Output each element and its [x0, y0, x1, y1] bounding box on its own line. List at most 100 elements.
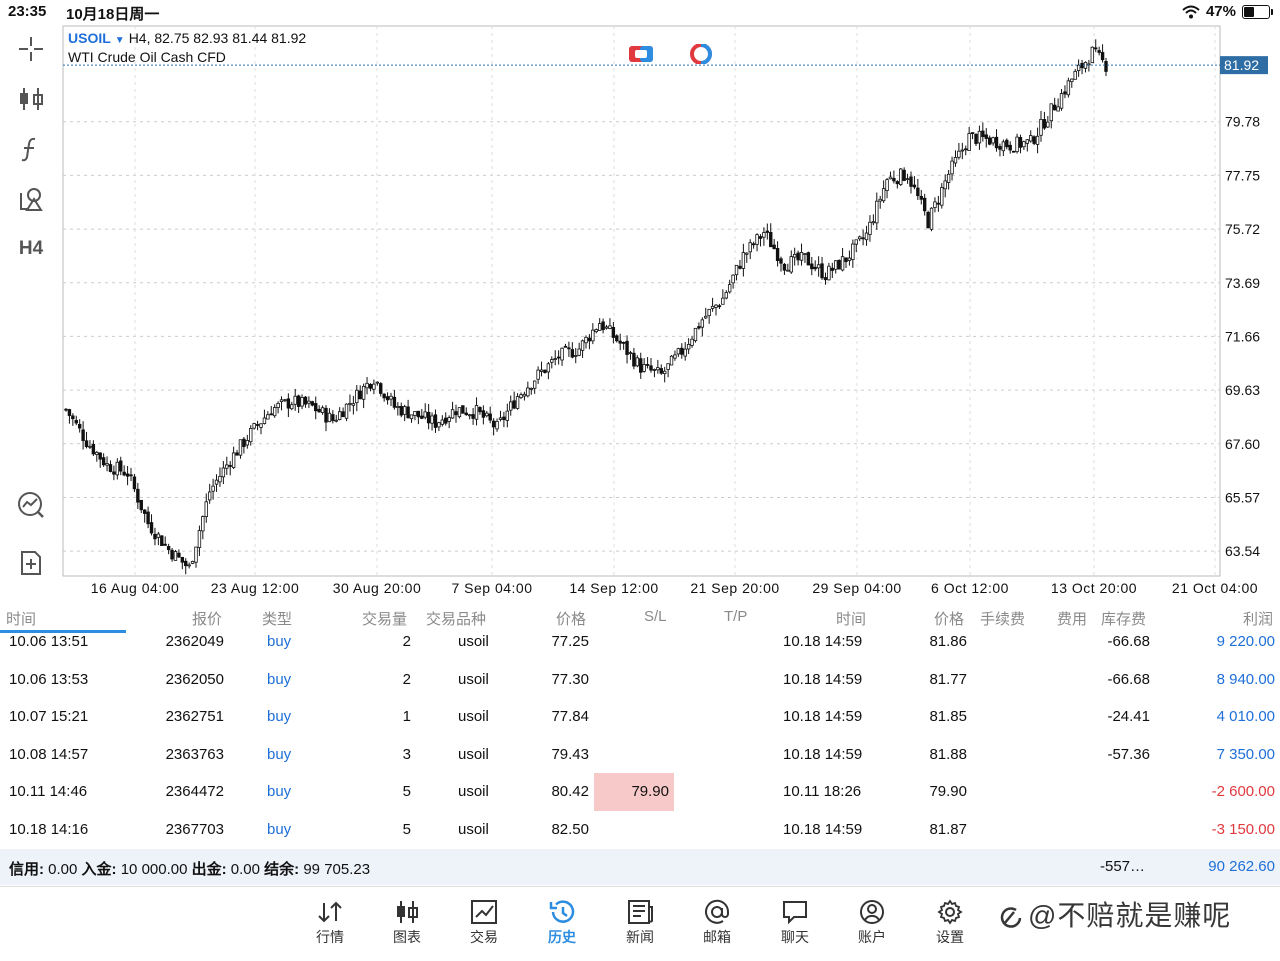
candle-body — [1097, 50, 1101, 53]
candle-body — [556, 356, 561, 359]
header-symbol[interactable]: 交易品种 — [426, 611, 487, 628]
candle-body — [700, 319, 705, 328]
header-time[interactable]: 时间 — [6, 611, 37, 628]
table-row[interactable]: 10.18 14:16 2367703 buy 5 usoil 82.50 10.18 14… — [0, 819, 1280, 857]
cell-close-price: 81.85 — [929, 708, 967, 725]
candle-body — [310, 401, 315, 406]
table-header: 时间 报价 类型 交易量 交易品种 价格 S/L T/P 时间 价格 手续费 费… — [0, 601, 1280, 633]
header-swap[interactable]: 库存费 — [1101, 611, 1147, 628]
header-close-time[interactable]: 时间 — [836, 611, 867, 628]
header-ticket[interactable]: 报价 — [192, 611, 223, 628]
candle-body — [868, 221, 872, 235]
tab-settings[interactable]: 设置 — [915, 897, 985, 947]
new-order-icon[interactable] — [14, 546, 48, 580]
x-tick-label: 29 Sep 04:00 — [812, 580, 901, 596]
price-chart[interactable]: 79.78 77.75 75.72 73.69 71.66 69.63 67.60 65.57… — [0, 24, 1280, 599]
depth-of-market-icon[interactable] — [688, 44, 714, 64]
tab-label: 账户 — [858, 929, 886, 945]
table-row[interactable]: 10.06 13:53 2362050 buy 2 usoil 77.30 10.18 14… — [0, 669, 1280, 707]
candle-body — [775, 247, 780, 262]
x-tick-label: 13 Oct 20:00 — [1051, 580, 1137, 596]
swap-total: -557… — [1100, 858, 1146, 875]
tab-quotes[interactable]: 行情 — [295, 897, 365, 947]
candle-body — [669, 355, 674, 366]
candle-body — [423, 411, 427, 418]
cell-time: 10.06 13:53 — [9, 670, 89, 688]
candle-body — [283, 399, 287, 402]
crosshair-icon[interactable] — [14, 32, 48, 66]
header-fee[interactable]: 费用 — [1057, 611, 1088, 628]
candle-body — [734, 264, 739, 276]
candle-body — [303, 396, 308, 405]
tab-mail[interactable]: 邮箱 — [682, 897, 752, 947]
cell-ticket: 2362751 — [165, 708, 224, 725]
candle-body — [611, 326, 616, 338]
candle-body — [519, 394, 523, 399]
candle-body — [1090, 46, 1095, 64]
indicators-icon[interactable] — [14, 132, 48, 166]
candle-body — [433, 414, 438, 428]
header-tp[interactable]: T/P — [724, 608, 748, 625]
withdraw-label: 出金: — [191, 861, 227, 878]
cell-volume: 3 — [402, 745, 411, 763]
candle-body — [690, 338, 694, 346]
timeframe-button[interactable]: H4 — [18, 238, 44, 259]
header-type[interactable]: 类型 — [262, 611, 293, 628]
candle-body — [673, 354, 677, 359]
zoom-icon[interactable] — [14, 488, 48, 522]
candle-body — [878, 198, 882, 202]
objects-icon[interactable] — [14, 182, 48, 216]
symbol-header[interactable]: USOIL ▼ H4, 82.75 82.93 81.44 81.92 — [68, 30, 306, 46]
candle-body — [536, 369, 540, 380]
candle-body — [495, 420, 499, 430]
table-row[interactable]: 10.06 13:51 2362049 buy 2 usoil 77.25 10.18 14… — [0, 631, 1280, 669]
candle-body — [683, 348, 687, 357]
tab-news[interactable]: 新闻 — [605, 897, 675, 947]
tab-history[interactable]: 历史 — [527, 897, 597, 947]
status-date: 10月18日周一 — [66, 6, 160, 23]
cell-time: 10.08 14:57 — [9, 745, 89, 763]
cell-close-price: 81.77 — [929, 670, 967, 688]
tab-chart[interactable]: 图表 — [372, 897, 442, 947]
symbol-caret-icon[interactable]: ▼ — [114, 35, 125, 46]
header-sl[interactable]: S/L — [644, 608, 667, 625]
tab-trade[interactable]: 交易 — [449, 897, 519, 947]
candle-body — [772, 244, 776, 250]
cell-close-time: 10.18 14:59 — [783, 820, 863, 838]
candlestick-chart[interactable]: 79.78 77.75 75.72 73.69 71.66 69.63 67.60 65.57… — [0, 24, 1280, 599]
candle-body — [119, 460, 123, 472]
tab-chat[interactable]: 聊天 — [760, 897, 830, 947]
candle-body — [998, 146, 1002, 150]
header-commission[interactable]: 手续费 — [980, 611, 1026, 628]
candle-body — [639, 358, 643, 373]
table-row[interactable]: 10.08 14:57 2363763 buy 3 usoil 79.43 10.18 14… — [0, 744, 1280, 782]
account-summary: 信用: 0.00 入金: 10 000.00 出金: 0.00 结余: 99 7… — [0, 849, 1280, 885]
candle-body — [91, 443, 96, 455]
candle-body — [786, 269, 790, 272]
header-close-price[interactable]: 价格 — [934, 611, 965, 628]
one-click-trade-icon[interactable] — [628, 44, 654, 64]
header-price[interactable]: 价格 — [556, 611, 587, 628]
candle-body — [970, 132, 975, 134]
symbol-name[interactable]: USOIL — [68, 30, 111, 46]
candle-body — [543, 369, 547, 373]
candle-body — [1100, 52, 1105, 61]
candle-body — [509, 401, 513, 411]
candle-body — [704, 315, 708, 319]
table-row[interactable]: 10.07 15:21 2362751 buy 1 usoil 77.84 10.18 14… — [0, 706, 1280, 744]
candle-body — [567, 347, 571, 350]
header-profit[interactable]: 利润 — [1243, 611, 1274, 628]
header-volume[interactable]: 交易量 — [362, 611, 408, 628]
battery-percent: 47% — [1205, 3, 1236, 20]
x-tick-label: 30 Aug 20:00 — [333, 580, 422, 596]
candle-body — [187, 564, 191, 567]
cell-volume: 5 — [402, 820, 411, 838]
table-row[interactable]: 10.11 14:46 2364472 buy 5 usoil 80.42 79.90 10.… — [0, 773, 1280, 819]
candle-body — [372, 383, 376, 390]
candle-body — [741, 252, 746, 269]
candle-body — [170, 549, 174, 560]
candle-body — [293, 395, 297, 405]
stop-loss-highlight — [594, 773, 674, 811]
chart-type-icon[interactable] — [14, 82, 48, 116]
tab-account[interactable]: 账户 — [837, 897, 907, 947]
